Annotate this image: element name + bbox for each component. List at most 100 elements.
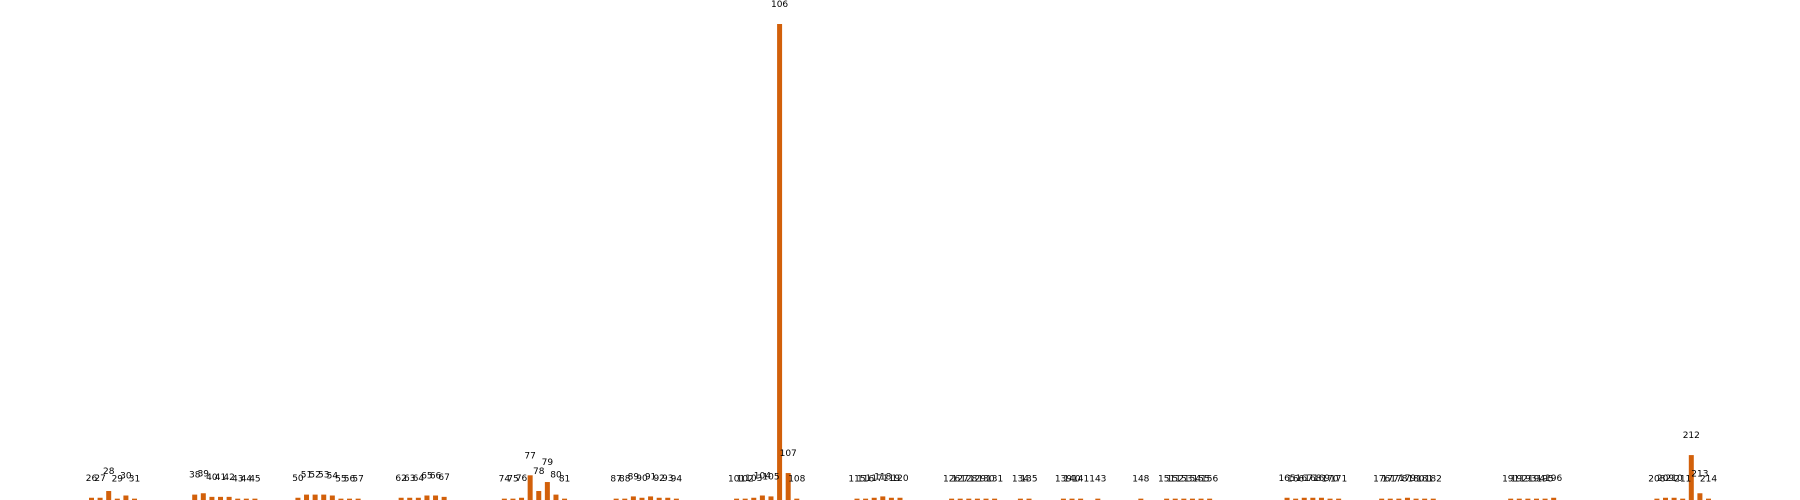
data-label-51: 51	[301, 471, 312, 481]
data-label-78: 78	[533, 467, 545, 477]
data-label-91: 91	[645, 472, 656, 482]
data-label-120: 120	[891, 474, 908, 484]
data-label-194: 194	[1528, 475, 1545, 485]
data-label-57: 57	[352, 475, 363, 485]
data-label-29: 29	[112, 475, 124, 485]
bar-196	[1551, 497, 1557, 500]
data-label-212: 212	[1683, 431, 1700, 441]
bar-45	[252, 498, 258, 500]
bar-180	[1413, 498, 1419, 500]
bar-78	[536, 491, 542, 500]
bar-102	[742, 498, 748, 500]
data-label-75: 75	[507, 475, 518, 485]
bar-166	[1293, 498, 1299, 500]
data-label-31: 31	[129, 475, 140, 485]
data-label-64: 64	[413, 474, 425, 484]
bar-212	[1688, 455, 1694, 500]
bar-134	[1017, 498, 1023, 500]
data-label-126: 126	[943, 475, 960, 485]
bar-178	[1396, 498, 1402, 500]
data-label-39: 39	[198, 469, 210, 479]
bar-182	[1430, 498, 1436, 500]
bar-119	[888, 497, 894, 500]
bar-210	[1671, 497, 1677, 500]
bar-51	[304, 494, 310, 500]
bar-66	[433, 495, 439, 500]
data-label-166: 166	[1287, 475, 1304, 485]
data-label-118: 118	[874, 472, 891, 482]
data-label-27: 27	[94, 474, 105, 484]
bar-27	[97, 497, 103, 500]
bar-88	[622, 498, 628, 500]
data-label-193: 193	[1519, 475, 1536, 485]
data-label-38: 38	[189, 471, 201, 481]
bar-40	[209, 496, 215, 500]
data-label-165: 165	[1278, 474, 1295, 484]
data-label-180: 180	[1407, 475, 1424, 485]
data-label-74: 74	[499, 475, 511, 485]
bar-155	[1198, 498, 1204, 500]
bar-44	[243, 498, 249, 500]
bar-26	[89, 497, 94, 500]
bar-151	[1164, 498, 1170, 500]
data-label-107: 107	[780, 449, 797, 459]
bar-55	[338, 498, 344, 500]
data-label-214: 214	[1700, 475, 1717, 485]
bar-30	[123, 495, 129, 500]
data-label-153: 153	[1175, 475, 1192, 485]
bars-group	[89, 24, 1711, 500]
data-label-167: 167	[1296, 474, 1313, 484]
data-label-176: 176	[1373, 475, 1390, 485]
bar-53	[321, 494, 327, 500]
bar-129	[974, 498, 980, 500]
data-label-87: 87	[610, 475, 621, 485]
bar-193	[1525, 498, 1531, 500]
bar-75	[510, 498, 516, 500]
bar-156	[1207, 498, 1213, 500]
bar-165	[1284, 497, 1290, 500]
data-label-143: 143	[1089, 475, 1106, 485]
data-label-208: 208	[1648, 475, 1665, 485]
data-label-43: 43	[232, 475, 243, 485]
data-label-129: 129	[969, 475, 986, 485]
bar-50	[295, 497, 301, 500]
data-label-44: 44	[241, 475, 253, 485]
bar-211	[1680, 498, 1686, 500]
data-label-127: 127	[952, 475, 969, 485]
data-label-54: 54	[327, 472, 339, 482]
data-label-139: 139	[1055, 475, 1072, 485]
data-label-211: 211	[1674, 475, 1691, 485]
bar-116	[863, 498, 869, 500]
data-label-40: 40	[206, 473, 218, 483]
bar-120	[897, 497, 903, 500]
bar-135	[1026, 498, 1032, 500]
data-label-156: 156	[1201, 475, 1218, 485]
bar-208	[1654, 498, 1660, 500]
bar-213	[1697, 493, 1703, 500]
data-label-151: 151	[1158, 475, 1175, 485]
data-label-181: 181	[1416, 475, 1433, 485]
data-label-81: 81	[559, 475, 570, 485]
data-label-141: 141	[1072, 475, 1089, 485]
data-label-148: 148	[1132, 475, 1149, 485]
bar-91	[648, 496, 654, 500]
data-label-182: 182	[1425, 475, 1442, 485]
bar-148	[1138, 498, 1144, 500]
bar-80	[553, 494, 559, 500]
bar-179	[1404, 497, 1410, 500]
data-label-90: 90	[636, 474, 648, 484]
bar-92	[656, 497, 662, 500]
data-label-130: 130	[977, 475, 994, 485]
data-label-76: 76	[516, 474, 528, 484]
data-label-77: 77	[524, 451, 535, 461]
bar-104	[759, 495, 765, 500]
data-label-94: 94	[671, 475, 683, 485]
data-label-102: 102	[737, 475, 754, 485]
bar-143	[1095, 498, 1101, 500]
data-label-93: 93	[662, 474, 673, 484]
data-label-80: 80	[550, 471, 562, 481]
bar-192	[1516, 498, 1522, 500]
bar-117	[871, 497, 877, 500]
bar-130	[983, 498, 989, 500]
